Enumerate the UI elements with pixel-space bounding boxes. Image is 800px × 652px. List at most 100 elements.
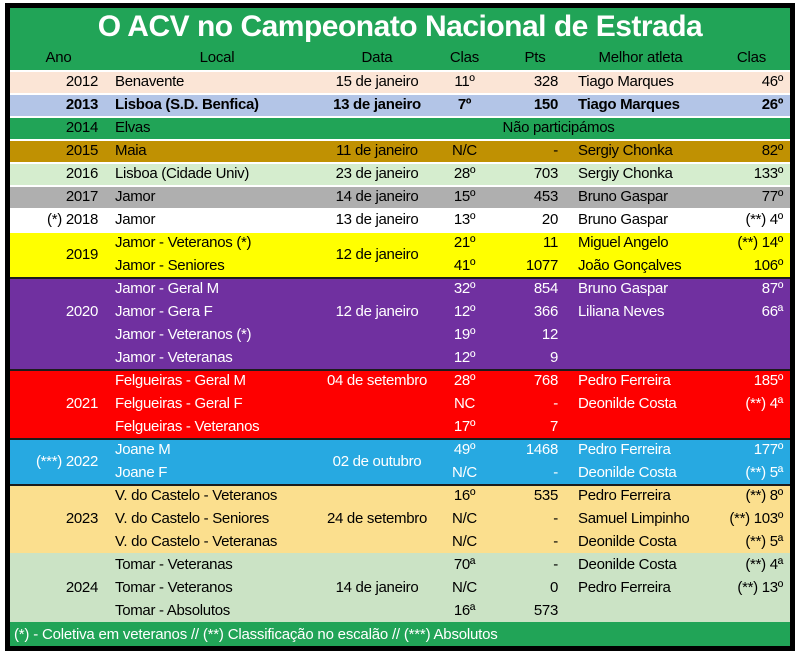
cell-clas: 13º xyxy=(453,211,476,228)
cell-data: 23 de janeiro xyxy=(335,165,419,182)
cell-local: Jamor - Geral M xyxy=(115,280,219,297)
cell-clas2: (**) 8º xyxy=(745,487,783,504)
page-title: O ACV no Campeonato Nacional de Estrada xyxy=(10,8,790,45)
cell-clas2: 87º xyxy=(761,280,784,297)
cell-data: 02 de outubro xyxy=(332,452,422,470)
year-block-2020: 2020 12 de janeiro Jamor - Geral M 32º 854 Br… xyxy=(10,277,790,369)
cell-clas: 21º xyxy=(453,234,476,251)
cell-data: 12 de janeiro xyxy=(335,245,419,263)
cell-atleta: Pedro Ferreira xyxy=(578,441,671,458)
year-block-2018: (*) 2018 13 de janeiro Jamor 13º 20 Bruno Gas… xyxy=(10,208,790,231)
cell-ano: 2017 xyxy=(65,188,98,205)
cell-atleta: Pedro Ferreira xyxy=(578,372,671,389)
cell-clas: 28º xyxy=(453,372,476,389)
cell-pts: 12 xyxy=(541,326,558,343)
cell-clas: 11º xyxy=(454,73,475,90)
cell-atleta: Deonilde Costa xyxy=(578,556,677,573)
cell-clas2: (**) 5ª xyxy=(745,533,783,550)
cell-atleta: Bruno Gaspar xyxy=(578,188,668,205)
table-frame: O ACV no Campeonato Nacional de Estrada … xyxy=(5,3,795,651)
column-header-clas-escalao: Clas xyxy=(736,49,767,66)
cell-pts: - xyxy=(553,510,558,527)
cell-local: Maia xyxy=(115,142,147,159)
cell-local: Felgueiras - Geral M xyxy=(115,372,246,389)
cell-atleta: Tiago Marques xyxy=(578,73,674,90)
cell-local: Jamor xyxy=(115,188,156,205)
cell-local: Joane F xyxy=(115,464,168,481)
cell-clas2: (**) 4ª xyxy=(745,395,783,412)
cell-data: 15 de janeiro xyxy=(335,73,419,90)
cell-clas: N/C xyxy=(452,533,477,550)
cell-atleta: Liliana Neves xyxy=(578,303,665,320)
year-block-2012: 2012 15 de janeiro Benavente 11º 328 Tiago Ma… xyxy=(10,70,790,93)
column-header-clas: Clas xyxy=(449,49,480,66)
cell-clas: 12º xyxy=(453,349,476,366)
cell-clas: N/C xyxy=(452,579,477,596)
cell-atleta: Deonilde Costa xyxy=(578,533,677,550)
cell-pts: - xyxy=(553,142,558,159)
cell-clas: 32º xyxy=(453,280,476,297)
year-block-2024: 2024 14 de janeiro Tomar - Veteranas 70ª - De… xyxy=(10,553,790,622)
cell-local: Tomar - Veteranas xyxy=(115,556,233,573)
cell-ano: 2024 xyxy=(65,579,98,596)
column-header-local: Local xyxy=(199,49,235,66)
cell-pts: 150 xyxy=(533,96,558,113)
cell-clas2: 177º xyxy=(753,441,784,458)
year-block-2013: 2013 13 de janeiro Lisboa (S.D. Benfica) 7º… xyxy=(10,93,790,116)
cell-local: Jamor - Veteranos (*) xyxy=(115,234,252,251)
cell-atleta: Sergiy Chonka xyxy=(578,165,673,182)
cell-data: 04 de setembro xyxy=(327,372,427,389)
year-block-2019: 2019 12 de janeiro Jamor - Veteranos (*) 21… xyxy=(10,231,790,277)
cell-clas: N/C xyxy=(452,464,477,481)
year-block-2021: 2021 04 de setembro Felgueiras - Geral M 28… xyxy=(10,369,790,438)
cell-clas2: (**) 4ª xyxy=(745,556,783,573)
cell-local: Jamor - Veteranos (*) xyxy=(115,326,252,343)
cell-local: Elvas xyxy=(115,119,151,136)
cell-data: 13 de janeiro xyxy=(333,96,421,113)
cell-local: Jamor - Gera F xyxy=(115,303,213,320)
cell-atleta: Bruno Gaspar xyxy=(578,280,668,297)
cell-local: V. do Castelo - Veteranas xyxy=(115,533,278,550)
cell-local: Lisboa (Cidade Univ) xyxy=(115,165,250,182)
cell-clas: 7º xyxy=(457,96,472,113)
cell-ano: 2012 xyxy=(65,73,98,90)
cell-clas2: (**) 14º xyxy=(737,234,783,251)
cell-pts: 7 xyxy=(549,418,558,435)
cell-pts: 1468 xyxy=(525,441,558,458)
cell-local: Joane M xyxy=(115,441,171,458)
cell-data: 12 de janeiro xyxy=(335,303,419,320)
cell-pts: - xyxy=(553,556,558,573)
cell-clas2: 46º xyxy=(761,73,784,90)
column-header-row: Ano Local Data Clas Pts Melhor atleta Cl… xyxy=(10,45,790,70)
cell-clas2: (**) 13º xyxy=(737,579,783,596)
cell-data: 14 de janeiro xyxy=(335,579,419,596)
cell-ano: 2023 xyxy=(65,510,98,527)
cell-ano: 2020 xyxy=(65,303,98,320)
cell-clas: 70ª xyxy=(453,556,476,573)
cell-pts: 573 xyxy=(533,602,558,619)
cell-ano: 2013 xyxy=(65,96,98,113)
cell-clas: 16ª xyxy=(453,602,476,619)
cell-ano: (*) 2018 xyxy=(47,211,98,228)
cell-atleta: Bruno Gaspar xyxy=(578,211,668,228)
cell-clas: N/C xyxy=(452,142,477,159)
cell-clas: 15º xyxy=(453,188,476,205)
cell-atleta: Pedro Ferreira xyxy=(578,487,671,504)
table-body: 2012 15 de janeiro Benavente 11º 328 Tiago Ma… xyxy=(10,70,790,622)
cell-ano: (***) 2022 xyxy=(35,452,98,470)
cell-clas: 12º xyxy=(453,303,476,320)
cell-clas2: 133º xyxy=(753,165,784,182)
footer-legend: (*) - Coletiva em veteranos // (**) Clas… xyxy=(10,622,790,646)
cell-atleta: Miguel Angelo xyxy=(578,234,669,251)
cell-ano: 2015 xyxy=(65,142,98,159)
cell-clas: 41º xyxy=(453,257,476,274)
cell-local: Tomar - Absolutos xyxy=(115,602,230,619)
cell-clas2: 26º xyxy=(761,96,784,113)
cell-local: Lisboa (S.D. Benfica) xyxy=(115,96,259,113)
cell-clas: 19º xyxy=(453,326,476,343)
cell-pts: 453 xyxy=(533,188,558,205)
year-block-2023: 2023 24 de setembro V. do Castelo - Vetera… xyxy=(10,484,790,553)
cell-ano: 2021 xyxy=(65,395,98,412)
cell-pts: 535 xyxy=(533,487,558,504)
column-header-data: Data xyxy=(361,49,393,66)
